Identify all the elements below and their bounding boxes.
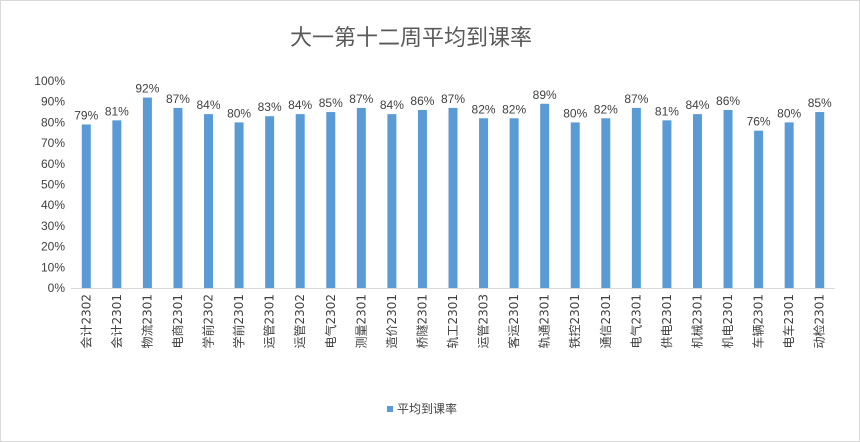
data-label: 84%	[288, 98, 312, 112]
data-label: 83%	[258, 100, 282, 114]
x-tick-label: 电气2301	[628, 294, 643, 349]
bar	[723, 109, 733, 288]
bar	[815, 112, 825, 288]
data-label: 86%	[410, 94, 434, 108]
x-tick-label: 机电2301	[721, 294, 735, 349]
x-tick-label: 车辆2301	[751, 294, 766, 349]
bar	[479, 118, 489, 288]
x-tick-label: 轨工2301	[446, 294, 460, 349]
data-label: 87%	[349, 92, 373, 106]
x-tick-label: 学前2301	[231, 294, 246, 349]
data-label: 82%	[594, 102, 618, 116]
data-label: 82%	[502, 102, 526, 116]
data-label: 84%	[197, 98, 221, 112]
legend-swatch	[387, 406, 393, 412]
x-tick-label: 供电2301	[660, 294, 674, 349]
data-label: 84%	[380, 98, 404, 112]
y-tick-label: 40%	[41, 198, 65, 212]
y-tick-label: 20%	[41, 240, 65, 254]
bar	[448, 107, 458, 288]
data-labels: 79% 81% 92% 87% 84% 80% 83% 84% 85% 87% 84% 86% 87% 8…	[74, 82, 832, 129]
x-tick-label: 运管2303	[476, 294, 491, 349]
data-label: 81%	[655, 104, 679, 118]
bar	[265, 116, 275, 288]
bar	[662, 120, 672, 288]
data-label: 80%	[563, 106, 587, 120]
x-tick-label: 机械2301	[689, 294, 704, 349]
legend: 平均到课率	[387, 401, 457, 416]
data-label: 89%	[533, 88, 557, 102]
bar	[417, 109, 427, 288]
bar	[387, 114, 397, 289]
data-label: 82%	[472, 102, 496, 116]
x-tick-label: 动检2301	[812, 294, 827, 349]
chart-title: 大一第十二周平均到课率	[290, 26, 532, 51]
bar	[173, 107, 183, 288]
y-tick-label: 70%	[41, 136, 65, 150]
x-tick-label: 运管2302	[292, 294, 307, 349]
y-tick-label: 0%	[48, 281, 66, 295]
x-tick-label: 电商2301	[170, 294, 185, 349]
x-tick-label: 客运2301	[506, 294, 521, 349]
bar	[754, 130, 764, 288]
bar	[631, 107, 641, 288]
data-label: 84%	[685, 98, 709, 112]
x-tick-label: 测量2301	[354, 294, 368, 349]
bar	[295, 114, 305, 289]
bar	[509, 118, 519, 288]
x-tick-label: 通信2301	[599, 294, 613, 349]
bar	[81, 124, 91, 288]
y-tick-label: 10%	[41, 260, 65, 274]
x-tick-label: 会计2302	[79, 294, 93, 349]
data-label: 87%	[441, 92, 465, 106]
x-tick-label: 学前2302	[201, 294, 216, 349]
bar	[326, 112, 336, 288]
bar	[112, 120, 122, 288]
x-tick-label: 物流2301	[140, 294, 154, 349]
bar	[692, 114, 702, 289]
bar	[142, 97, 152, 288]
bar	[540, 103, 550, 289]
data-label: 80%	[777, 106, 801, 120]
x-tick-label: 电车2301	[781, 294, 796, 349]
x-tick-label: 铁控2301	[568, 294, 582, 349]
data-label: 92%	[135, 82, 159, 96]
data-label: 85%	[319, 96, 343, 110]
data-label: 81%	[105, 104, 129, 118]
bar	[601, 118, 611, 288]
data-label: 79%	[74, 108, 98, 122]
data-label: 76%	[747, 115, 771, 129]
bar	[570, 122, 580, 289]
bar	[784, 122, 794, 289]
y-axis: 0% 10% 20% 30% 40% 50% 60% 70% 80% 90% 100%	[34, 74, 65, 295]
x-tick-label: 造价2301	[385, 294, 399, 349]
data-label: 87%	[624, 92, 648, 106]
x-tick-label: 运管2301	[262, 294, 277, 349]
x-tick-label: 电气2302	[323, 294, 338, 349]
x-tick-label: 会计2301	[110, 294, 124, 349]
data-label: 80%	[227, 106, 251, 120]
bar	[204, 114, 214, 289]
y-tick-label: 80%	[41, 115, 65, 129]
bar-series	[81, 97, 825, 289]
data-label: 85%	[808, 96, 832, 110]
bar	[234, 122, 244, 289]
data-label: 86%	[716, 94, 740, 108]
x-axis: 会计2302 会计2301 物流2301 电商2301 学前2302 学前2301 运管23…	[71, 288, 835, 349]
legend-label: 平均到课率	[397, 401, 457, 416]
y-tick-label: 90%	[41, 95, 65, 109]
y-tick-label: 50%	[41, 178, 65, 192]
y-tick-label: 30%	[41, 219, 65, 233]
x-tick-label: 轨通2301	[538, 294, 552, 349]
y-tick-label: 60%	[41, 157, 65, 171]
y-tick-label: 100%	[34, 74, 65, 88]
x-tick-label: 桥隧2301	[414, 294, 429, 349]
bar	[356, 107, 366, 288]
data-label: 87%	[166, 92, 190, 106]
